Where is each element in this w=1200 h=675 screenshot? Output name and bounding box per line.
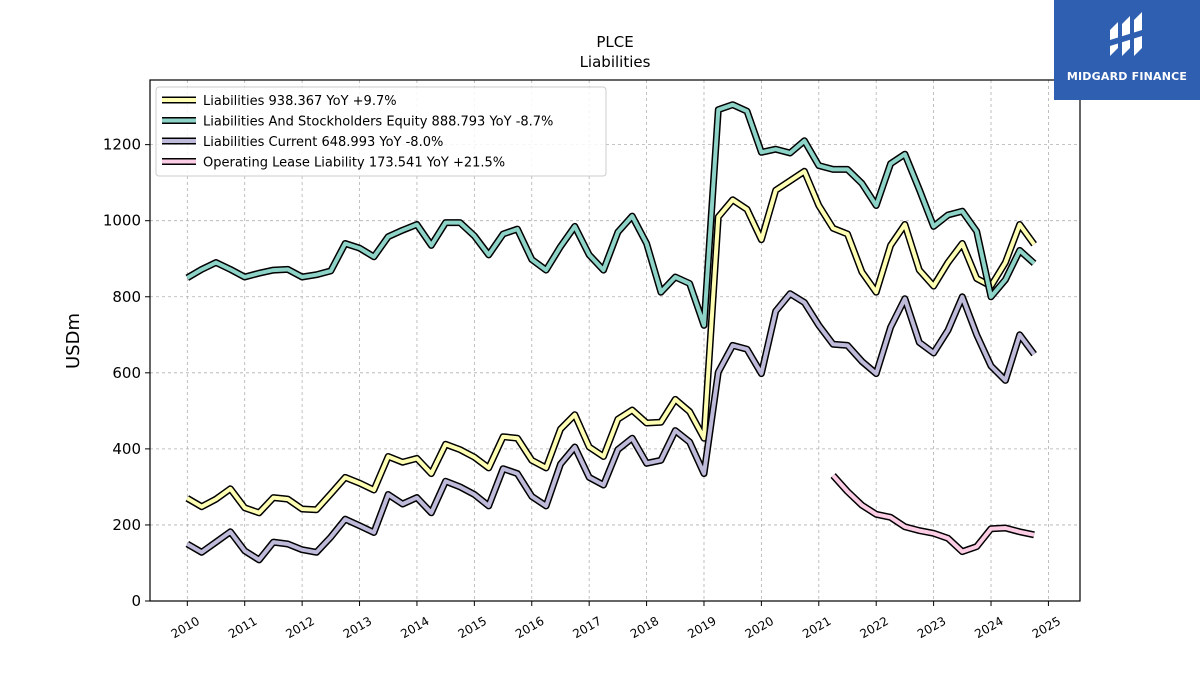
- y-axis-ticks: 0 200 400 600 800 1000 1200: [103, 136, 150, 610]
- series-line: [186, 102, 1036, 328]
- legend-entry: Liabilities 938.367 YoY +9.7%: [203, 94, 397, 109]
- legend-entry: Liabilities Current 648.993 YoY -8.0%: [203, 135, 443, 150]
- y-tick-label: 600: [112, 364, 141, 382]
- plot-frame: [149, 79, 1081, 602]
- y-tick-label: 200: [112, 516, 141, 534]
- series-line: [186, 169, 1036, 515]
- series-lines: [185, 101, 1037, 564]
- y-tick-label: 1000: [103, 212, 141, 230]
- midgard-finance-logo-icon: [1110, 12, 1142, 56]
- x-tick-label: 2023: [915, 614, 948, 641]
- x-tick-label: 2013: [341, 614, 374, 641]
- legend-entry: Liabilities And Stockholders Equity 888.…: [203, 115, 553, 130]
- y-tick-label: 800: [112, 288, 141, 306]
- x-tick-label: 2018: [628, 614, 661, 641]
- y-tick-label: 0: [131, 592, 141, 610]
- x-tick-label: 2010: [169, 614, 202, 641]
- x-tick-label: 2024: [972, 614, 1005, 641]
- brand-name: MIDGARD FINANCE: [1066, 70, 1188, 83]
- series-line: [186, 291, 1036, 562]
- x-axis-ticks: 2010 2011 2012 2013 2014 2015 2016 2017 2018 2019…: [169, 601, 1063, 641]
- legend-entry: Operating Lease Liability 173.541 YoY +2…: [203, 156, 505, 171]
- chart-subtitle: Liabilities: [580, 53, 651, 71]
- y-axis-label: USDm: [63, 313, 84, 369]
- x-tick-label: 2017: [570, 614, 603, 641]
- x-tick-label: 2019: [685, 614, 718, 641]
- legend-frame: [155, 86, 607, 177]
- chart-legend: Liabilities 938.367 YoY +9.7% Liabilities…: [155, 86, 607, 177]
- series-line: [831, 474, 1035, 554]
- series-0: [185, 167, 1037, 517]
- x-tick-label: 2012: [283, 614, 316, 641]
- y-tick-label: 1200: [103, 136, 141, 154]
- series-line-outline: [185, 290, 1037, 564]
- series-2: [185, 290, 1037, 564]
- x-tick-label: 2020: [743, 614, 776, 641]
- x-tick-label: 2022: [857, 614, 890, 641]
- chart-title: PLCE: [596, 33, 633, 51]
- midgard-finance-logo: MIDGARD FINANCE: [1054, 0, 1200, 100]
- y-tick-label: 400: [112, 440, 141, 458]
- series-1: [185, 101, 1037, 329]
- x-tick-label: 2011: [226, 614, 259, 641]
- x-tick-label: 2015: [456, 614, 489, 641]
- x-tick-label: 2016: [513, 614, 546, 641]
- x-tick-label: 2025: [1030, 614, 1063, 641]
- series-3: [830, 473, 1035, 556]
- x-tick-label: 2021: [800, 614, 833, 641]
- x-tick-label: 2014: [398, 614, 431, 641]
